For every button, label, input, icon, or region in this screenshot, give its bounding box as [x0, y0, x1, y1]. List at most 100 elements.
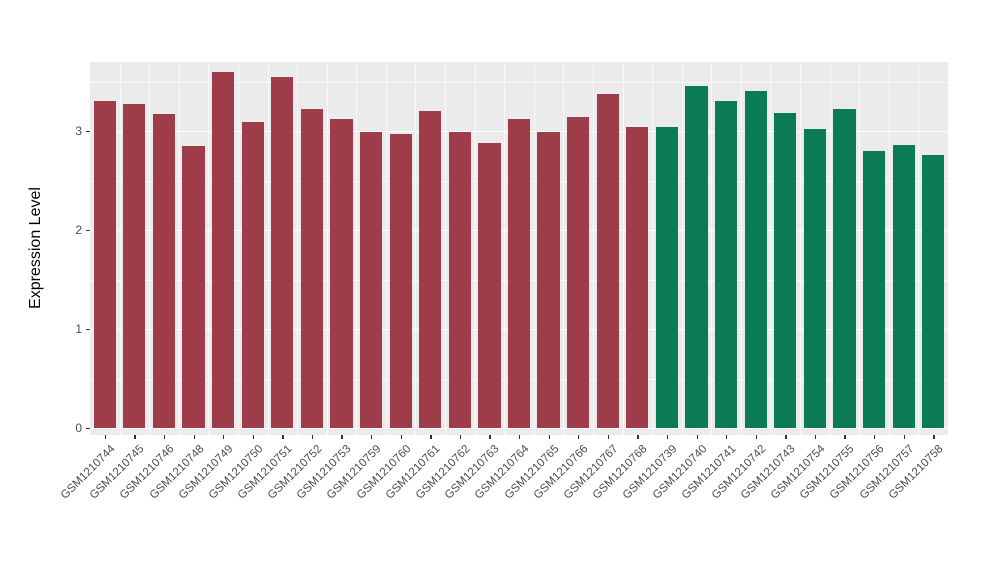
x-tick-mark [104, 435, 107, 439]
y-tick-label: 1 [75, 322, 82, 336]
x-tick-mark [163, 435, 166, 439]
bar [389, 133, 412, 428]
y-axis-title: Expression Level [27, 187, 44, 309]
y-tick-label: 2 [75, 223, 82, 237]
bar [655, 127, 679, 428]
minor-gridline-vertical [711, 62, 713, 435]
bar [212, 71, 235, 428]
bar [93, 101, 116, 428]
bar [744, 91, 767, 428]
bar [182, 145, 205, 428]
y-tick-mark [86, 130, 90, 132]
bar [123, 104, 146, 428]
x-tick-mark [400, 435, 402, 439]
x-tick-mark [696, 435, 698, 439]
bar [537, 131, 560, 428]
bar [803, 129, 826, 428]
minor-gridline-vertical [385, 62, 387, 435]
minor-gridline-vertical [829, 62, 831, 435]
minor-gridline-vertical [178, 62, 180, 435]
x-tick-mark [903, 435, 905, 439]
major-gridline [90, 428, 948, 430]
minor-gridline-vertical [533, 62, 535, 435]
bar [833, 109, 856, 428]
y-tick-label: 0 [75, 421, 82, 435]
x-tick-mark [252, 435, 255, 439]
bar [774, 113, 797, 428]
minor-gridline-vertical [681, 62, 683, 435]
bar [359, 131, 383, 428]
x-tick-mark [311, 435, 314, 439]
minor-gridline-vertical [326, 62, 328, 435]
x-tick-mark [193, 435, 195, 439]
minor-gridline-vertical [149, 62, 150, 435]
bar [922, 154, 945, 428]
bar [330, 119, 353, 428]
x-tick-mark [844, 435, 846, 439]
minor-gridline-vertical [770, 62, 772, 435]
minor-gridline-vertical [592, 62, 594, 435]
minor-gridline-vertical [356, 62, 358, 435]
minor-gridline-vertical [237, 62, 239, 435]
minor-gridline-vertical [740, 62, 742, 435]
x-tick-mark [282, 435, 284, 439]
x-tick-mark [371, 435, 373, 439]
x-tick-mark [607, 435, 610, 439]
minor-gridline-vertical [888, 62, 890, 435]
x-tick-mark [430, 435, 432, 439]
y-tick-mark [86, 427, 90, 429]
x-tick-mark [933, 435, 935, 439]
bar [567, 117, 590, 428]
x-tick-mark [874, 435, 876, 439]
minor-gridline-vertical [652, 62, 653, 435]
minor-gridline-vertical [474, 62, 476, 435]
x-tick-mark [223, 435, 225, 439]
x-tick-mark [341, 435, 343, 439]
bar [715, 101, 738, 428]
x-tick-mark [489, 435, 491, 439]
plot-panel [90, 62, 948, 435]
x-tick-mark [459, 435, 462, 439]
minor-gridline-vertical [918, 62, 920, 435]
minor-gridline-vertical [119, 62, 121, 435]
bar [419, 111, 442, 428]
x-tick-mark [814, 435, 817, 439]
minor-gridline-vertical [267, 62, 269, 435]
minor-gridline-vertical [504, 62, 505, 435]
bar [448, 131, 471, 428]
y-tick-mark [86, 328, 90, 330]
bar [241, 122, 264, 428]
bar [507, 119, 531, 428]
bar [685, 86, 708, 428]
bar [152, 114, 176, 428]
y-tick-label: 3 [75, 124, 82, 138]
x-tick-mark [637, 435, 639, 439]
bar [596, 94, 619, 428]
x-tick-mark [755, 435, 757, 439]
minor-gridline-vertical [800, 62, 801, 435]
x-tick-mark [578, 435, 580, 439]
minor-gridline-vertical [622, 62, 624, 435]
x-tick-mark [134, 435, 136, 439]
minor-gridline [90, 81, 948, 83]
bar [478, 142, 501, 428]
minor-gridline-vertical [445, 62, 446, 435]
minor-gridline-vertical [208, 62, 210, 435]
x-tick-mark [519, 435, 521, 439]
x-tick-mark [548, 435, 550, 439]
bar [271, 76, 294, 428]
x-tick-label: GSM1210758 [887, 443, 946, 502]
bar [626, 127, 649, 428]
bar [862, 150, 886, 428]
y-tick-mark [86, 229, 90, 231]
x-tick-mark [726, 435, 728, 439]
minor-gridline-vertical [415, 62, 417, 435]
bar [892, 144, 915, 428]
minor-gridline-vertical [563, 62, 565, 435]
bar [300, 109, 323, 428]
x-tick-mark [785, 435, 787, 439]
x-tick-mark [666, 435, 669, 439]
minor-gridline-vertical [859, 62, 861, 435]
minor-gridline-vertical [297, 62, 298, 435]
